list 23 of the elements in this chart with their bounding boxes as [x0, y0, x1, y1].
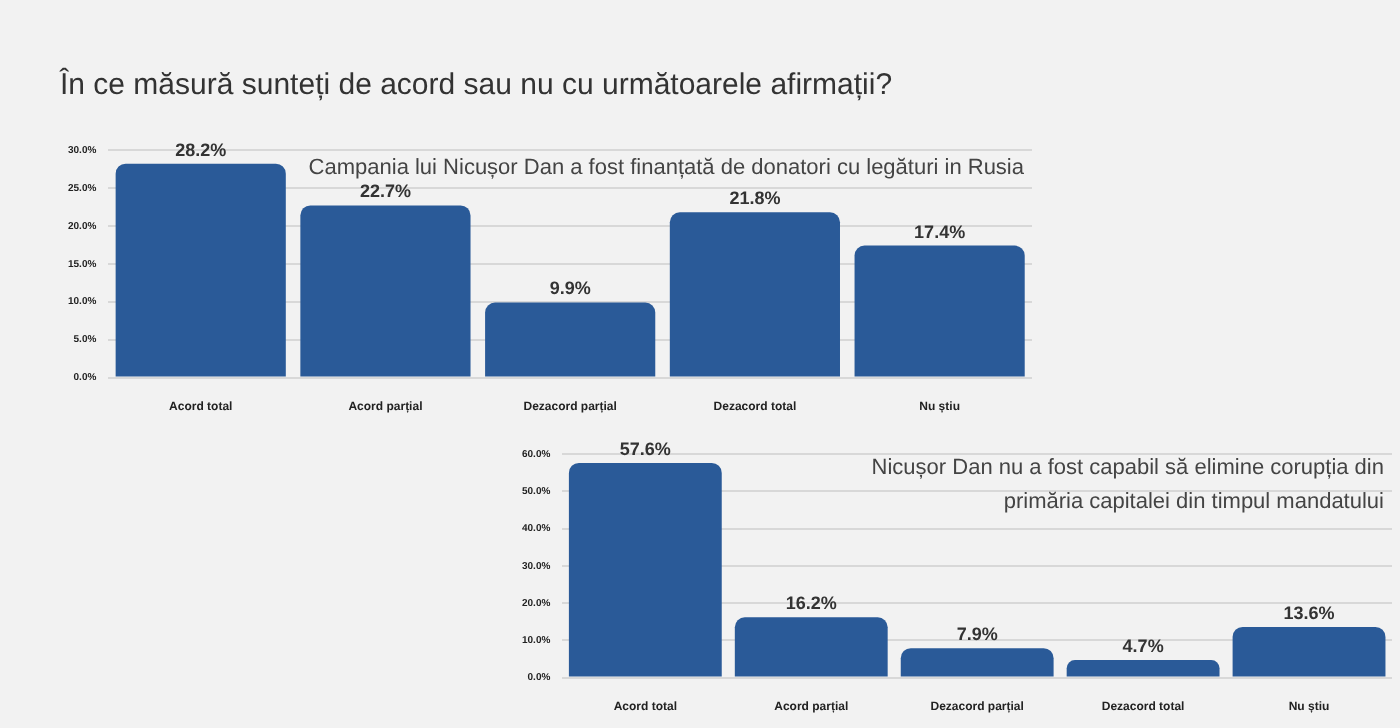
text: Nicușor Dan nu a fost capabil să elimine corupția din primăria capitalei din timpul mandatului	[869, 454, 1384, 517]
data-label: 9.9%	[549, 278, 591, 299]
data-label: 16.2%	[785, 593, 837, 614]
chart-subtitle: Campania lui Nicușor Dan a fost finanțată de donatori cu legături in Rusia	[306, 154, 1024, 184]
data-label: 21.8%	[729, 188, 781, 209]
data-label: 17.4%	[914, 221, 966, 242]
chart-title: În ce măsură sunteți de acord sau nu cu următoarele afirmații?	[60, 68, 893, 102]
data-label: 13.6%	[1283, 602, 1335, 623]
bar	[854, 245, 1025, 377]
bar	[734, 617, 888, 677]
bar	[669, 212, 840, 377]
bar	[300, 205, 471, 377]
data-label: 28.2%	[175, 139, 227, 160]
bar	[115, 163, 286, 377]
bar	[1066, 660, 1220, 677]
bar	[900, 648, 1054, 677]
data-label: 57.6%	[619, 438, 671, 459]
data-label: 4.7%	[1122, 636, 1164, 657]
data-label: 22.7%	[359, 181, 411, 202]
bar	[1232, 626, 1386, 677]
bar	[485, 302, 656, 377]
data-label: 7.9%	[956, 624, 998, 645]
bar	[568, 462, 722, 677]
